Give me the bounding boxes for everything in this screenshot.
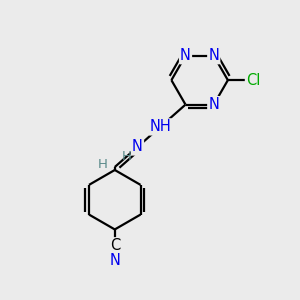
Text: N: N (109, 253, 120, 268)
Text: C: C (110, 238, 120, 253)
Text: H: H (98, 158, 107, 171)
Text: NH: NH (149, 119, 171, 134)
Text: N: N (208, 48, 219, 63)
Text: N: N (132, 140, 143, 154)
Text: Cl: Cl (246, 73, 260, 88)
Text: H: H (121, 150, 131, 163)
Text: N: N (180, 48, 191, 63)
Text: N: N (208, 97, 219, 112)
